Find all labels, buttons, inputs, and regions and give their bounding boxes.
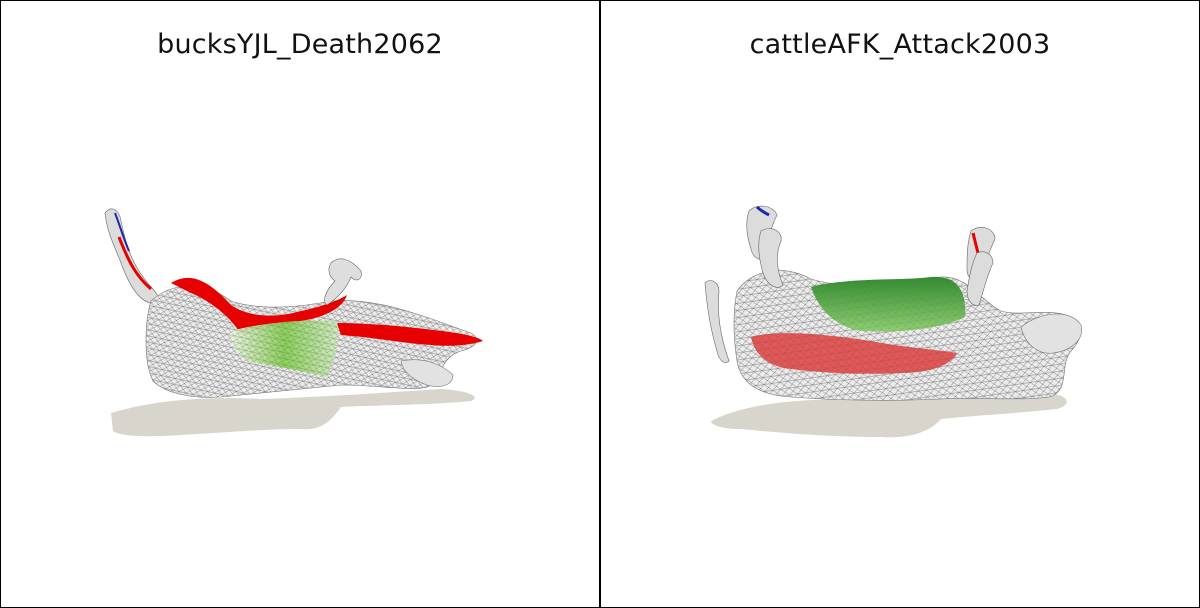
viewport-title: cattleAFK_Attack2003: [749, 29, 1051, 60]
raised-leg-4: [966, 251, 994, 306]
ground-shadow: [111, 389, 475, 437]
ground-shadow: [711, 393, 1067, 438]
mesh-render-right: [704, 205, 1082, 438]
head: [400, 359, 454, 387]
panel-divider: [599, 0, 601, 608]
tail: [704, 280, 730, 363]
mesh-render-left: [104, 208, 483, 437]
upper-leg: [324, 258, 362, 306]
viewport-right[interactable]: cattleAFK_Attack2003: [601, 1, 1199, 607]
viewport-title: bucksYJL_Death2062: [157, 29, 443, 60]
raised-leg-2: [758, 228, 784, 288]
deformation-red-back: [171, 277, 347, 335]
head: [1020, 313, 1082, 354]
viewport-left[interactable]: bucksYJL_Death2062: [1, 1, 599, 607]
